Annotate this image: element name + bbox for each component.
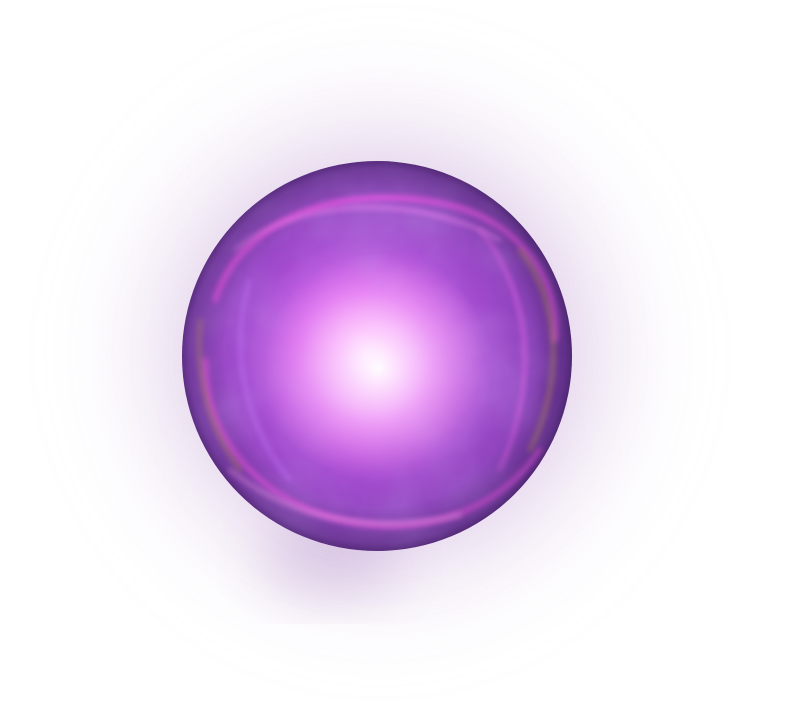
orb-sphere: [182, 161, 572, 551]
